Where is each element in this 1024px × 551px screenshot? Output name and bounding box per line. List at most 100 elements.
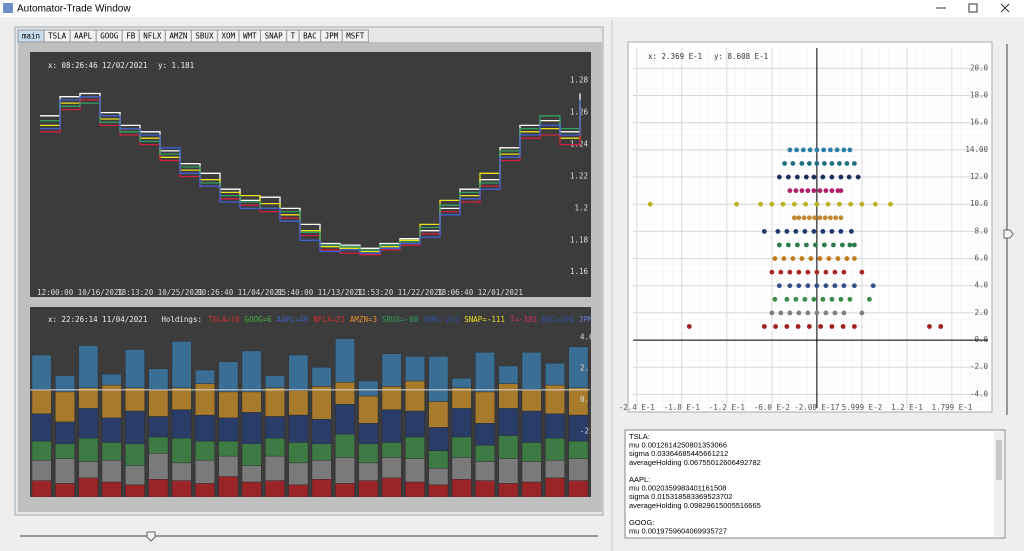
holding-bar [428, 484, 449, 497]
scrollbar-thumb[interactable] [996, 440, 1002, 480]
scrollbar[interactable] [994, 431, 1004, 537]
y-tick-label: 8.0 [974, 226, 988, 235]
x-tick-label: 1.799 E-1 [932, 403, 973, 412]
holding-bar [498, 458, 519, 484]
minor-grid [633, 48, 988, 408]
scatter-point [830, 242, 836, 248]
holding-bar [405, 481, 425, 497]
holding-bar [288, 442, 309, 464]
scatter-point [799, 188, 805, 194]
scatter-point [825, 201, 831, 207]
scatter-point [790, 161, 796, 166]
holding-entry: NFLX=21 [313, 315, 345, 324]
holding-bar [521, 410, 542, 443]
holding-bar [545, 438, 565, 461]
holding-bar [545, 459, 565, 479]
holding-bar [568, 440, 589, 459]
tab-label: SNAP [265, 32, 284, 41]
scatter-point [844, 161, 850, 166]
scatter-point [794, 147, 800, 153]
scatter-point [814, 269, 820, 275]
tab-label: WMT [243, 32, 257, 41]
scatter-point [772, 296, 778, 302]
cursor-x: x: 22:26:14 11/04/2021 [48, 315, 147, 324]
scatter-point [806, 215, 812, 221]
holding-bar [241, 465, 262, 483]
y-tick-label: 14.00 [965, 145, 988, 154]
holding-bar [78, 408, 99, 439]
scatter-point [873, 201, 878, 207]
y-tick-label: -2.0 [970, 362, 989, 371]
holding-bar [148, 436, 169, 454]
scatter-point [823, 283, 829, 289]
x-tick-label: -1.8 E-1 [664, 403, 700, 412]
stats-line: mu 0.0020359983401161508 [629, 484, 726, 493]
scatter-point [807, 147, 813, 153]
holding-bar [265, 455, 285, 481]
scatter-point [829, 324, 835, 329]
holding-bar [545, 413, 565, 439]
holding-bar [125, 349, 145, 388]
holdings-label: Holdings: [161, 315, 202, 324]
y-tick-label: 16.0 [970, 118, 989, 127]
holding-bar [568, 346, 589, 388]
holding-bar [311, 459, 332, 480]
scatter-point [775, 228, 781, 234]
scatter-point [811, 174, 817, 180]
scatter-point [787, 269, 793, 275]
scatter-point [808, 256, 814, 261]
holding-bar [148, 368, 169, 390]
vertical-slider-thumb[interactable] [1003, 229, 1014, 239]
close-button[interactable] [1000, 3, 1010, 13]
scatter-point [734, 201, 739, 207]
holding-entry: SNAP=-111 [464, 315, 505, 324]
stats-line: TSLA: [629, 432, 650, 441]
scatter-point [927, 324, 932, 329]
tab-label: BAC [303, 32, 317, 41]
holding-bar [358, 443, 379, 464]
scatter-point [838, 215, 844, 221]
scatter-point [832, 283, 838, 289]
tab[interactable] [341, 29, 369, 43]
scatter-point [814, 310, 820, 316]
holding-bar [475, 352, 495, 393]
holding-bar [335, 434, 355, 458]
scatter-point [852, 324, 857, 329]
holding-bar [148, 453, 169, 480]
holding-bar [241, 391, 262, 413]
holding-bar [78, 438, 99, 462]
holding-bar [55, 483, 75, 497]
window-title: Automator-Trade Window [17, 4, 131, 15]
scatter-point [821, 147, 827, 153]
scatter-point [855, 174, 861, 180]
cursor-y: y: 1.181 [158, 61, 194, 70]
holding-entry: AMZN=3 [350, 315, 377, 324]
scatter-point [838, 296, 844, 302]
x-tick-label: -1.2 E-1 [709, 403, 745, 412]
holding-entry: SBUX=-60 [382, 315, 419, 324]
tab-label: T [291, 32, 296, 41]
maximize-button[interactable] [968, 3, 978, 13]
scatter-point [836, 201, 842, 207]
scatter-point [829, 296, 835, 302]
holding-bar [195, 459, 215, 484]
holding-bar [101, 442, 122, 461]
scatter-point [840, 324, 846, 329]
holding-bar [55, 443, 75, 459]
scatter-point [841, 147, 847, 153]
scatter-point [838, 228, 844, 234]
scatter-point [793, 296, 799, 302]
scatter-point [805, 283, 811, 289]
scatter-point [787, 188, 793, 194]
y-tick-label: 6.0 [974, 254, 988, 263]
time-slider-thumb[interactable] [146, 531, 156, 542]
x-tick-label: 1.2 E-1 [891, 403, 923, 412]
holding-bar [451, 408, 472, 438]
y-tick-label: 10.0 [970, 199, 989, 208]
scatter-point [844, 256, 850, 261]
holding-bar [78, 387, 99, 409]
holding-bar [148, 388, 169, 417]
holding-bar [475, 391, 495, 424]
holding-bar [241, 481, 262, 497]
scatter-point [852, 256, 857, 261]
